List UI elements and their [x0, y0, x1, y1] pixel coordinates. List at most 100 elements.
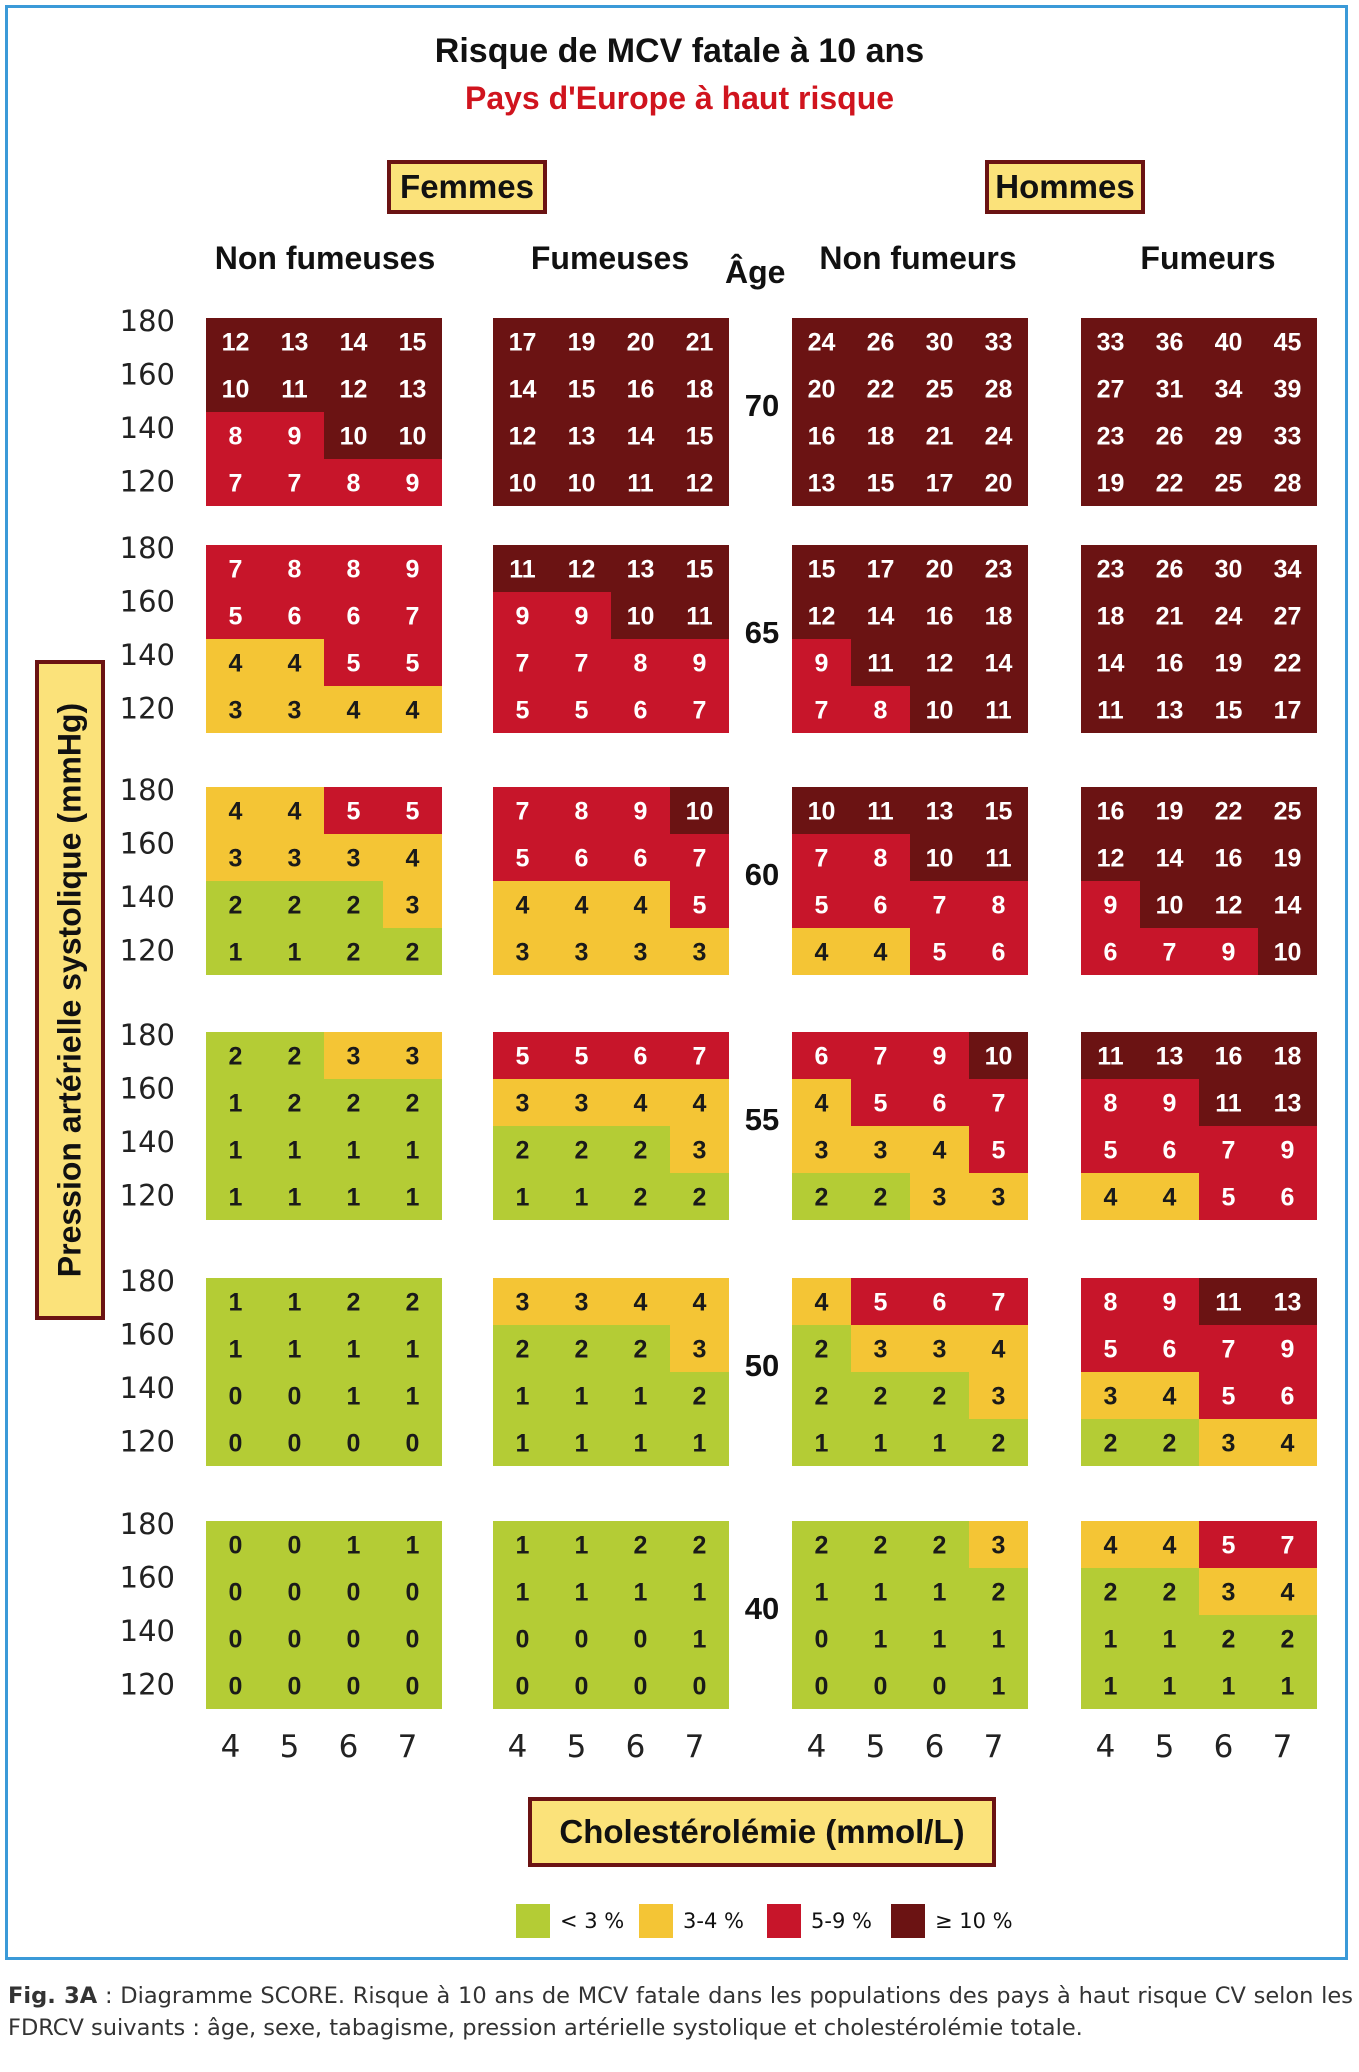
heatmap-cell	[851, 1032, 910, 1079]
heatmap-cell	[1258, 1662, 1317, 1709]
heatmap-cell	[910, 1173, 969, 1220]
heatmap-cell	[206, 1615, 265, 1662]
cell-value: 12	[568, 556, 596, 584]
cell-value: 2	[693, 1383, 707, 1411]
heatmap-cell	[206, 686, 265, 733]
heatmap-cell	[1081, 881, 1140, 928]
heatmap-cell	[552, 834, 611, 881]
y-tick-label: 140	[120, 1614, 175, 1648]
heatmap-cell	[1081, 365, 1140, 412]
cell-value: 2	[874, 1383, 888, 1411]
cell-value: 9	[1222, 939, 1236, 967]
cell-value: 9	[1104, 892, 1118, 920]
cell-value: 3	[815, 1137, 829, 1165]
heatmap-cell	[851, 787, 910, 834]
heatmap-cell	[1258, 1568, 1317, 1615]
cell-value: 15	[1215, 697, 1243, 725]
cell-value: 12	[340, 376, 368, 404]
heatmap-cell	[265, 1615, 324, 1662]
heatmap-cell	[1199, 1615, 1258, 1662]
cell-value: 4	[1163, 1383, 1177, 1411]
cell-value: 5	[1104, 1336, 1118, 1364]
cell-value: 0	[229, 1673, 243, 1701]
heatmap-cell	[1199, 1325, 1258, 1372]
cell-value: 12	[1097, 845, 1125, 873]
y-tick-label: 120	[120, 1179, 175, 1213]
cell-value: 1	[288, 1336, 302, 1364]
cell-value: 13	[1274, 1090, 1302, 1118]
cell-value: 8	[288, 556, 302, 584]
cell-value: 14	[340, 329, 368, 357]
cell-value: 19	[1274, 845, 1302, 873]
heatmap-cell	[383, 545, 442, 592]
cell-value: 2	[634, 1137, 648, 1165]
y-tick-label: 140	[120, 1371, 175, 1405]
heatmap-cell	[851, 1419, 910, 1466]
cell-value: 6	[933, 1090, 947, 1118]
cell-value: 7	[288, 470, 302, 498]
x-tick-label: 7	[984, 1729, 1004, 1765]
cell-value: 11	[281, 376, 308, 404]
cell-value: 5	[516, 1043, 530, 1071]
heatmap-cell	[1258, 1372, 1317, 1419]
heatmap-cell	[552, 459, 611, 506]
cell-value: 7	[992, 1090, 1006, 1118]
cell-value: 7	[1222, 1336, 1236, 1364]
heatmap-cell	[611, 1079, 670, 1126]
heatmap-cell	[206, 1419, 265, 1466]
cell-value: 6	[1104, 939, 1118, 967]
cell-value: 22	[867, 376, 895, 404]
cell-value: 10	[509, 470, 537, 498]
cell-value: 4	[1163, 1532, 1177, 1560]
cell-value: 1	[933, 1579, 947, 1607]
heatmap-cell	[265, 1032, 324, 1079]
cell-value: 8	[347, 470, 361, 498]
y-tick-label: 140	[120, 1125, 175, 1159]
cell-value: 1	[992, 1626, 1006, 1654]
heatmap-cell	[493, 459, 552, 506]
cell-value: 5	[1222, 1532, 1236, 1560]
cell-value: 15	[808, 556, 836, 584]
heatmap-cell	[552, 592, 611, 639]
x-tick-label: 5	[1155, 1729, 1175, 1765]
cell-value: 20	[808, 376, 836, 404]
cell-value: 4	[693, 1289, 707, 1317]
heatmap-cell	[1140, 592, 1199, 639]
heatmap-cell	[1081, 459, 1140, 506]
cell-value: 28	[985, 376, 1013, 404]
legend-swatch	[639, 1904, 673, 1938]
heatmap-cell	[383, 459, 442, 506]
x-axis-label: Cholestérolémie (mmol/L)	[528, 1797, 996, 1867]
heatmap-cell	[552, 1419, 611, 1466]
heatmap-cell	[552, 318, 611, 365]
heatmap-cell	[1258, 545, 1317, 592]
heatmap-cell	[670, 1419, 729, 1466]
cell-value: 11	[509, 556, 536, 584]
heatmap-cell	[1081, 1615, 1140, 1662]
cell-value: 4	[874, 939, 888, 967]
heatmap-cell	[206, 459, 265, 506]
heatmap-cell	[493, 1325, 552, 1372]
legend-label: ≥ 10 %	[935, 1909, 1013, 1933]
y-tick-label: 120	[120, 465, 175, 499]
heatmap-cell	[265, 1173, 324, 1220]
legend-swatch	[891, 1904, 925, 1938]
heatmap-cell	[1140, 1521, 1199, 1568]
group-label-femmes: Femmes	[387, 160, 547, 214]
cell-value: 4	[1163, 1184, 1177, 1212]
cell-value: 3	[516, 1289, 530, 1317]
heatmap-cell	[969, 318, 1028, 365]
heatmap-cell	[324, 1615, 383, 1662]
heatmap-cell	[851, 1372, 910, 1419]
cell-value: 17	[509, 329, 537, 357]
cell-value: 1	[406, 1532, 420, 1560]
heatmap-cell	[969, 639, 1028, 686]
cell-value: 7	[933, 892, 947, 920]
cell-value: 1	[516, 1383, 530, 1411]
heatmap-cell	[493, 1079, 552, 1126]
cell-value: 4	[634, 1090, 648, 1118]
heatmap-cell	[910, 928, 969, 975]
heatmap-cell	[792, 1325, 851, 1372]
heatmap-cell	[493, 1278, 552, 1325]
cell-value: 2	[815, 1532, 829, 1560]
